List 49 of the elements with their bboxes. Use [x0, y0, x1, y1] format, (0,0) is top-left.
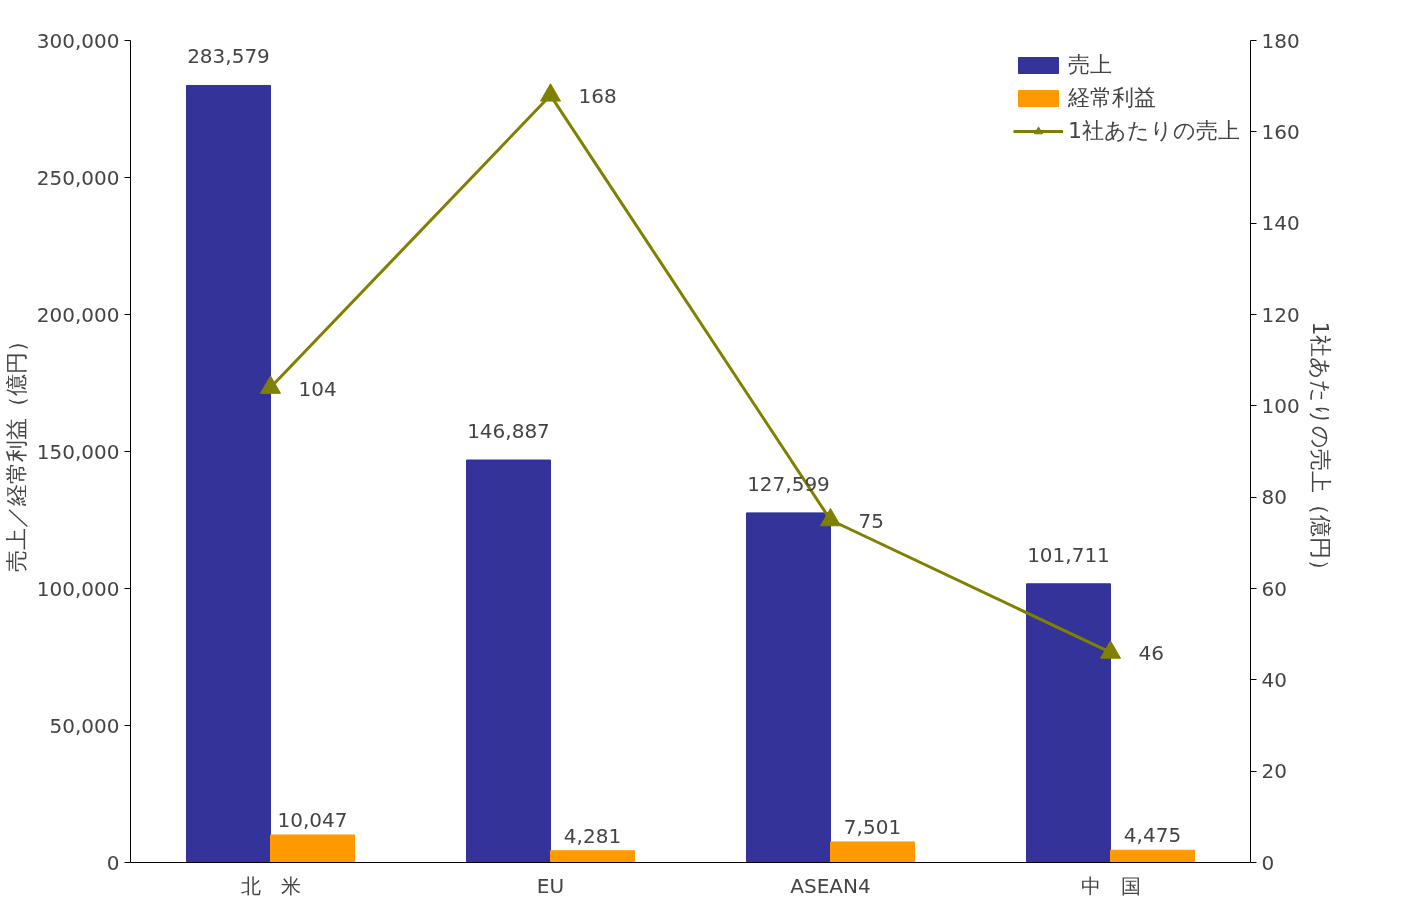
x-tick-label: EU [536, 873, 565, 898]
x-tick-label: ASEAN4 [790, 873, 871, 898]
bar [186, 84, 271, 863]
y2-tick-label: 60 [1261, 576, 1287, 601]
point [260, 375, 281, 394]
bar [550, 850, 635, 863]
data-label: 7,501 [843, 814, 902, 839]
bar [746, 512, 831, 863]
y2-tick-label: 160 [1261, 119, 1300, 144]
data-label: 4,281 [563, 823, 622, 848]
y-tick-label: 150,000 [36, 439, 120, 464]
data-label: 75 [858, 509, 884, 533]
bar [1110, 849, 1195, 863]
y2-axis-title: 1社あたりの売上（億円） [1307, 321, 1333, 582]
y2-tick-label: 40 [1261, 667, 1287, 692]
y2-tick-label: 0 [1261, 850, 1275, 875]
y2-tick-label: 80 [1261, 485, 1287, 510]
y-tick-label: 250,000 [36, 165, 120, 190]
data-label: 283,579 [187, 44, 270, 69]
legend-label: 売上 [1068, 51, 1112, 79]
data-label: 10,047 [277, 807, 348, 832]
bar [1026, 583, 1111, 863]
y2-tick-label: 100 [1261, 393, 1300, 418]
y-axis-title: 売上／経常利益（億円） [3, 330, 29, 573]
data-label: 146,887 [467, 419, 550, 444]
y2-tick-label: 20 [1261, 759, 1287, 784]
x-tick-label: 中 国 [1080, 873, 1141, 898]
bar [270, 834, 355, 863]
y2-tick-label: 180 [1261, 28, 1300, 53]
x-tick-label: 北 米 [240, 873, 301, 898]
data-label: 101,711 [1027, 542, 1110, 567]
data-label: 4,475 [1123, 823, 1182, 848]
bar [830, 841, 915, 863]
y2-tick-label: 120 [1261, 302, 1300, 327]
data-label: 168 [578, 84, 617, 109]
y-tick-label: 200,000 [36, 302, 120, 327]
point [1100, 640, 1121, 659]
bar [466, 459, 551, 863]
y-tick-label: 0 [106, 850, 120, 875]
y-tick-label: 50,000 [49, 713, 120, 738]
legend-label: 1社あたりの売上 [1068, 117, 1240, 145]
y2-tick-label: 140 [1261, 211, 1300, 236]
y-tick-label: 300,000 [36, 28, 120, 53]
point [820, 507, 841, 527]
legend-label: 経常利益 [1068, 84, 1156, 112]
y-tick-label: 100,000 [36, 576, 120, 601]
point [540, 83, 561, 102]
data-label: 46 [1138, 641, 1164, 666]
data-label: 104 [298, 376, 337, 401]
